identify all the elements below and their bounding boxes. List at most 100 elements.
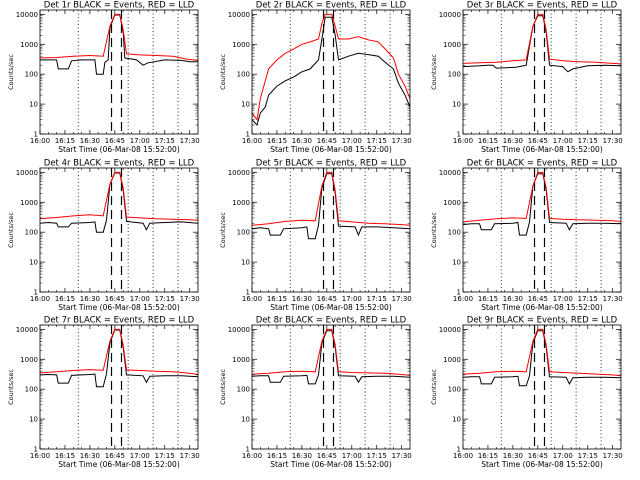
x-tick-label: 16:15 [267, 137, 287, 145]
lld-series-line [252, 328, 410, 376]
y-tick-label: 10 [29, 416, 38, 424]
x-tick-label: 17:30 [392, 295, 412, 303]
detector-panel-8: Det 8r BLACK = Events, RED = LLD 16:00 16:… [219, 316, 412, 470]
events-series-line [40, 172, 198, 233]
x-tick-label: 16:15 [478, 452, 498, 460]
x-tick-label: 16:00 [30, 452, 50, 460]
plot-frame [251, 167, 411, 293]
y-tick-label: 1000 [20, 356, 38, 364]
x-tick-label: 17:00 [553, 295, 573, 303]
panel-title: Det 3r BLACK = Events, RED = LLD [467, 1, 618, 11]
y-tick-label: 1 [246, 289, 250, 297]
detector-panel-4: Det 4r BLACK = Events, RED = LLD 16:00 16:… [7, 159, 200, 313]
panel-title: Det 6r BLACK = Events, RED = LLD [467, 159, 618, 169]
plot-frame [251, 9, 411, 135]
x-tick-label: 17:15 [578, 452, 598, 460]
lld-series-line [252, 13, 410, 121]
y-tick-label: 10000 [228, 11, 250, 19]
x-tick-label: 17:30 [180, 452, 200, 460]
x-tick-label: 17:30 [603, 452, 623, 460]
x-tick-label: 17:15 [578, 137, 598, 145]
x-axis-label: Start Time (06-Mar-08 15:52:00) [481, 145, 603, 154]
x-tick-label: 16:15 [267, 452, 287, 460]
y-tick-label: 10 [29, 259, 38, 267]
y-tick-label: 100 [25, 71, 38, 79]
x-tick-label: 16:45 [528, 295, 548, 303]
events-series-line [463, 15, 621, 73]
x-tick-label: 16:00 [242, 137, 262, 145]
x-tick-label: 16:00 [453, 295, 473, 303]
panel-title: Det 4r BLACK = Events, RED = LLD [44, 159, 195, 169]
y-tick-label: 1 [457, 446, 461, 454]
plot-frame [39, 324, 199, 450]
x-tick-label: 16:00 [30, 137, 50, 145]
y-tick-label: 10 [452, 101, 461, 109]
y-axis-label: Counts/sec [430, 54, 438, 90]
y-tick-label: 100 [25, 386, 38, 394]
plot-frame [39, 167, 199, 293]
y-tick-label: 10000 [16, 326, 38, 334]
x-tick-label: 17:30 [392, 452, 412, 460]
x-tick-label: 16:30 [80, 452, 100, 460]
x-tick-label: 17:15 [367, 295, 387, 303]
y-tick-label: 1 [246, 446, 250, 454]
y-axis-label: Counts/sec [219, 212, 227, 248]
x-tick-label: 17:00 [130, 452, 150, 460]
y-axis-label: Counts/sec [219, 369, 227, 405]
y-tick-label: 1 [457, 131, 461, 139]
plot-frame [39, 9, 199, 135]
y-tick-label: 10 [241, 259, 250, 267]
y-tick-label: 1 [34, 289, 38, 297]
y-tick-label: 10 [452, 259, 461, 267]
detector-panel-7: Det 7r BLACK = Events, RED = LLD 16:00 16:… [7, 316, 200, 470]
x-axis-label: Start Time (06-Mar-08 15:52:00) [270, 145, 392, 154]
events-series-line [252, 330, 410, 385]
y-tick-label: 1000 [443, 199, 461, 207]
x-axis-label: Start Time (06-Mar-08 15:52:00) [481, 303, 603, 312]
x-tick-label: 16:45 [105, 137, 125, 145]
y-tick-label: 1000 [20, 199, 38, 207]
x-axis-label: Start Time (06-Mar-08 15:52:00) [481, 460, 603, 469]
x-tick-label: 16:30 [292, 452, 312, 460]
y-tick-label: 10000 [228, 169, 250, 177]
y-tick-label: 100 [448, 386, 461, 394]
lld-series-line [463, 13, 621, 65]
panel-title: Det 8r BLACK = Events, RED = LLD [256, 316, 407, 326]
x-tick-label: 16:30 [80, 137, 100, 145]
events-series-line [463, 330, 621, 387]
y-tick-label: 1 [457, 289, 461, 297]
y-tick-label: 1000 [443, 356, 461, 364]
events-series-line [252, 173, 410, 240]
events-series-line [252, 16, 410, 126]
x-tick-label: 16:30 [503, 137, 523, 145]
x-tick-label: 16:30 [503, 452, 523, 460]
y-tick-label: 10000 [228, 326, 250, 334]
x-tick-label: 16:45 [317, 452, 337, 460]
y-axis-label: Counts/sec [430, 212, 438, 248]
x-tick-label: 17:30 [603, 137, 623, 145]
x-tick-label: 16:15 [267, 295, 287, 303]
x-tick-label: 16:45 [317, 137, 337, 145]
x-tick-label: 17:30 [180, 137, 200, 145]
y-tick-label: 100 [237, 386, 250, 394]
x-tick-label: 16:00 [453, 452, 473, 460]
x-tick-label: 16:00 [242, 295, 262, 303]
plot-frame [251, 324, 411, 450]
y-tick-label: 10 [241, 101, 250, 109]
panel-title: Det 1r BLACK = Events, RED = LLD [44, 1, 195, 11]
plot-frame [462, 324, 622, 450]
x-tick-label: 17:15 [367, 452, 387, 460]
x-axis-label: Start Time (06-Mar-08 15:52:00) [270, 303, 392, 312]
x-tick-label: 16:30 [292, 137, 312, 145]
x-tick-label: 16:15 [55, 295, 75, 303]
x-tick-label: 17:00 [342, 137, 362, 145]
detector-panel-9: Det 9r BLACK = Events, RED = LLD 16:00 16:… [430, 316, 623, 470]
y-tick-label: 1 [34, 446, 38, 454]
x-tick-label: 17:15 [155, 295, 175, 303]
x-tick-label: 16:45 [317, 295, 337, 303]
x-tick-label: 17:15 [155, 452, 175, 460]
events-series-line [463, 173, 621, 236]
x-tick-label: 16:15 [478, 295, 498, 303]
y-tick-label: 1000 [232, 356, 250, 364]
y-axis-label: Counts/sec [7, 212, 15, 248]
